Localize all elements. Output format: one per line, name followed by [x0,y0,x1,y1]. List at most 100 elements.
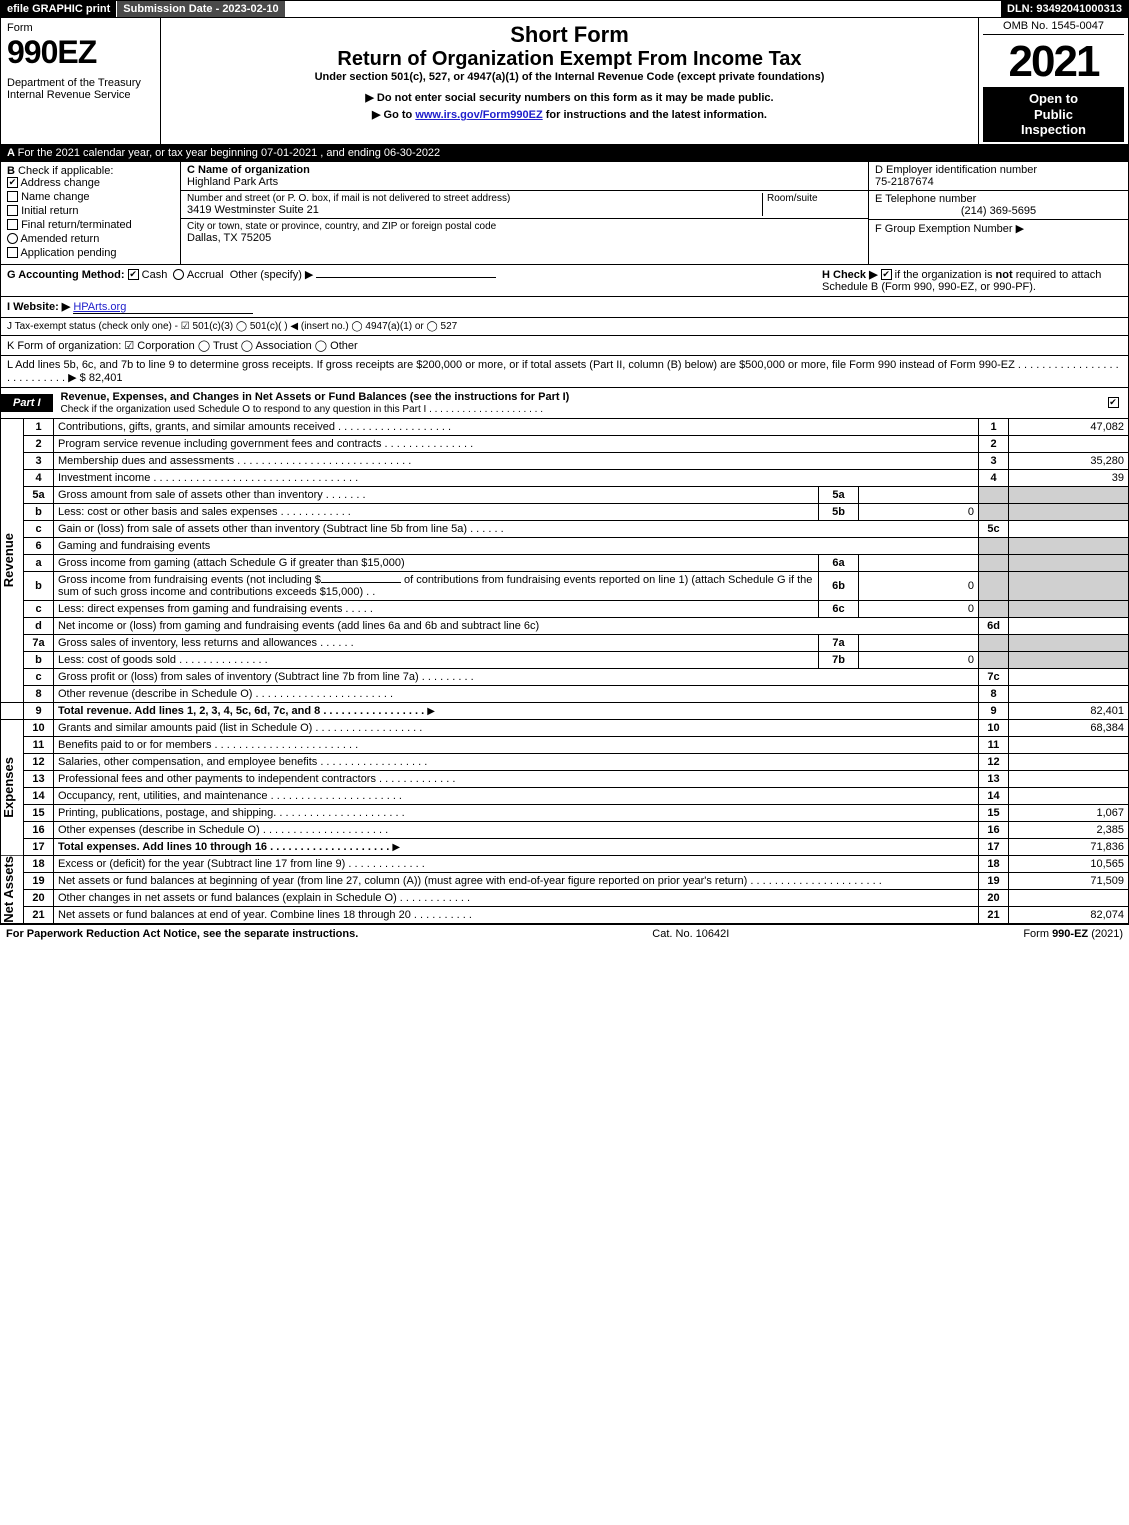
accrual-label: Accrual [187,269,224,281]
l4-amt: 39 [1009,469,1129,486]
l5a-desc: Gross amount from sale of assets other t… [54,486,819,503]
cb-label-2: Initial return [21,205,78,217]
l13-rn: 13 [979,770,1009,787]
cb-schedule-o[interactable] [1108,397,1119,408]
footer-right-form: 990-EZ [1052,928,1088,940]
l5c-amt [1009,520,1129,537]
d-label: D Employer identification number [875,164,1122,176]
l16-rn: 16 [979,821,1009,838]
l20-amt [1009,889,1129,906]
l11-amt [1009,736,1129,753]
col-c: C Name of organization Highland Park Art… [181,162,868,264]
row-gh: G Accounting Method: Cash Accrual Other … [0,265,1129,297]
l3-desc: Membership dues and assessments . . . . … [54,452,979,469]
l6a-shade [979,554,1009,571]
l7a-num: 7a [24,634,54,651]
l1-desc: Contributions, gifts, grants, and simila… [54,419,979,436]
l10-rn: 10 [979,719,1009,736]
side-expenses: Expenses [1,757,23,818]
l2-rn: 2 [979,435,1009,452]
l7a-sa [859,634,979,651]
city-label: City or town, state or province, country… [187,221,862,232]
l6b-sa: 0 [859,571,979,600]
l6b-desc: Gross income from fundraising events (no… [54,571,819,600]
l6a-desc: Gross income from gaming (attach Schedul… [54,554,819,571]
cb-application-pending[interactable] [7,247,18,258]
l5a-sub: 5a [819,486,859,503]
header-left: Form 990EZ Department of the Treasury In… [1,18,161,144]
f-label: F Group Exemption Number ▶ [875,222,1122,235]
l6-num: 6 [24,537,54,554]
l2-amt [1009,435,1129,452]
l5b-shade2 [1009,503,1129,520]
website-link[interactable]: HPArts.org [73,301,253,314]
l7b-sub: 7b [819,651,859,668]
cb-final-return[interactable] [7,219,18,230]
l6-desc: Gaming and fundraising events [54,537,979,554]
l6-shade2 [1009,537,1129,554]
open2: Public [985,107,1122,123]
l10-num: 10 [24,719,54,736]
l15-num: 15 [24,804,54,821]
l7c-desc: Gross profit or (loss) from sales of inv… [54,668,979,685]
other-specify-input[interactable] [316,277,496,278]
goto-link[interactable]: www.irs.gov/Form990EZ [415,109,542,121]
room-label: Room/suite [767,193,862,204]
l6a-shade2 [1009,554,1129,571]
side-rev-end [1,702,24,719]
cb-name-change[interactable] [7,191,18,202]
dln: DLN: 93492041000313 [1001,1,1128,17]
l11-num: 11 [24,736,54,753]
h-mid: if the organization is [892,269,996,281]
l6b-blank[interactable] [321,582,401,583]
footer-right-pre: Form [1023,928,1052,940]
l7c-num: c [24,668,54,685]
cb-schedule-b[interactable] [881,269,892,280]
part-i-title-text: Revenue, Expenses, and Changes in Net As… [61,391,570,403]
l2-desc: Program service revenue including govern… [54,435,979,452]
part-i-header: Part I Revenue, Expenses, and Changes in… [0,388,1129,419]
l1-amt: 47,082 [1009,419,1129,436]
l1-num: 1 [24,419,54,436]
cb-accrual[interactable] [173,269,184,280]
side-revenue: Revenue [1,533,23,587]
l12-desc: Salaries, other compensation, and employ… [54,753,979,770]
l7b-shade2 [1009,651,1129,668]
no-ssn-note: ▶ Do not enter social security numbers o… [167,91,972,104]
submission-date: Submission Date - 2023-02-10 [116,1,285,17]
l9-amt: 82,401 [1009,702,1129,719]
cb-cash[interactable] [128,269,139,280]
open3: Inspection [985,122,1122,138]
l8-rn: 8 [979,685,1009,702]
l7a-sub: 7a [819,634,859,651]
l6b-num: b [24,571,54,600]
l3-num: 3 [24,452,54,469]
l21-amt: 82,074 [1009,906,1129,923]
cb-initial-return[interactable] [7,205,18,216]
l6c-num: c [24,600,54,617]
cb-address-change[interactable] [7,177,18,188]
l4-desc: Investment income . . . . . . . . . . . … [54,469,979,486]
l6d-desc: Net income or (loss) from gaming and fun… [54,617,979,634]
l5b-sa: 0 [859,503,979,520]
line-a-text: For the 2021 calendar year, or tax year … [18,147,441,159]
l14-desc: Occupancy, rent, utilities, and maintena… [54,787,979,804]
cb-amended-return[interactable] [7,233,18,244]
part-i-sub: Check if the organization used Schedule … [61,404,543,415]
l11-desc: Benefits paid to or for members . . . . … [54,736,979,753]
identity-block: B Check if applicable: Address change Na… [0,162,1129,265]
l17-num: 17 [24,838,54,855]
addr-label: Number and street (or P. O. box, if mail… [187,193,762,204]
l18-desc: Excess or (deficit) for the year (Subtra… [54,855,979,872]
efile-label[interactable]: efile GRAPHIC print [1,1,116,17]
footer-right: Form 990-EZ (2021) [1023,928,1123,940]
l7c-rn: 7c [979,668,1009,685]
l9-d: Total revenue. Add lines 1, 2, 3, 4, 5c,… [58,705,424,717]
l15-desc: Printing, publications, postage, and shi… [54,804,979,821]
cb-label-1: Name change [21,191,90,203]
l21-rn: 21 [979,906,1009,923]
l16-amt: 2,385 [1009,821,1129,838]
part-i-table: Revenue 1 Contributions, gifts, grants, … [0,419,1129,924]
l1-rn: 1 [979,419,1009,436]
l-amount: 82,401 [89,372,123,384]
